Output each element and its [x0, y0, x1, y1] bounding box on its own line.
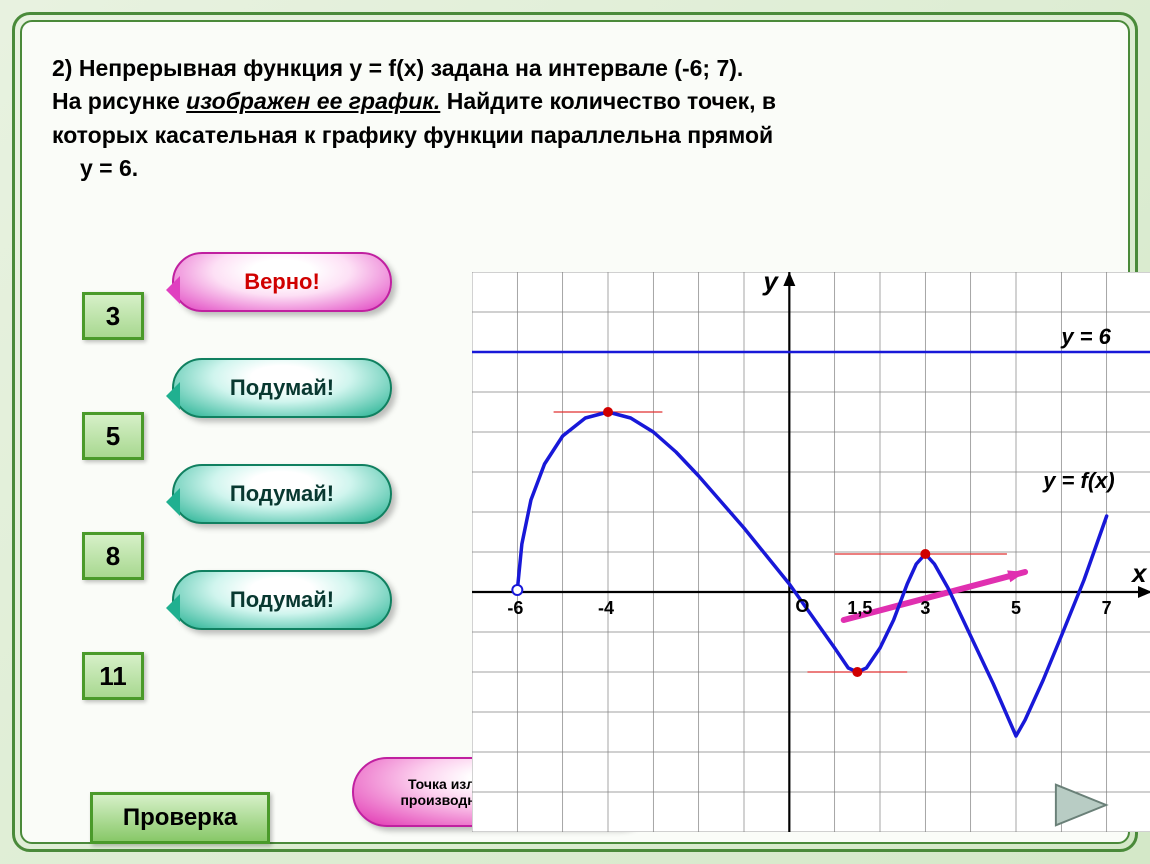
next-slide-button[interactable]	[1052, 780, 1110, 830]
svg-text:1,5: 1,5	[847, 598, 872, 618]
problem-statement: 2) Непрерывная функция у = f(x) задана н…	[52, 52, 1098, 185]
function-chart: y = 6 y = f(x) у х О -6 -4 1,5 3 5 7	[472, 272, 1150, 832]
problem-line2-under: изображен ее график.	[186, 88, 440, 114]
answer-option-11[interactable]: 11	[82, 652, 144, 700]
svg-text:5: 5	[1011, 598, 1021, 618]
answer-option-8[interactable]: 8	[82, 532, 144, 580]
feedback-bubbles: Верно! Подумай! Подумай! Подумай!	[172, 252, 392, 630]
answer-buttons: 3 5 8 11	[82, 292, 144, 700]
feedback-correct: Верно!	[172, 252, 392, 312]
svg-text:у: у	[761, 272, 779, 296]
svg-text:y = f(x): y = f(x)	[1042, 468, 1115, 493]
feedback-text: Верно!	[244, 269, 320, 295]
svg-text:-6: -6	[507, 598, 523, 618]
inner-frame: 2) Непрерывная функция у = f(x) задана н…	[20, 20, 1130, 844]
svg-text:-4: -4	[598, 598, 614, 618]
svg-text:3: 3	[920, 598, 930, 618]
problem-line4: у = 6.	[80, 155, 138, 181]
answer-label: 5	[106, 421, 120, 452]
feedback-wrong-2: Подумай!	[172, 464, 392, 524]
answer-label: 3	[106, 301, 120, 332]
problem-line2a: На рисунке	[52, 88, 186, 114]
svg-text:О: О	[795, 596, 809, 616]
answer-option-5[interactable]: 5	[82, 412, 144, 460]
feedback-wrong-1: Подумай!	[172, 358, 392, 418]
feedback-text: Подумай!	[230, 587, 334, 613]
problem-line2b: Найдите количество точек, в	[440, 88, 776, 114]
answer-option-3[interactable]: 3	[82, 292, 144, 340]
svg-text:7: 7	[1102, 598, 1112, 618]
svg-text:х: х	[1130, 558, 1148, 588]
feedback-text: Подумай!	[230, 375, 334, 401]
answer-label: 8	[106, 541, 120, 572]
problem-line3: которых касательная к графику функции па…	[52, 122, 773, 148]
problem-line1: 2) Непрерывная функция у = f(x) задана н…	[52, 55, 743, 81]
svg-text:y = 6: y = 6	[1060, 324, 1111, 349]
feedback-wrong-3: Подумай!	[172, 570, 392, 630]
feedback-text: Подумай!	[230, 481, 334, 507]
check-button[interactable]: Проверка	[90, 792, 270, 844]
check-label: Проверка	[123, 804, 237, 832]
answer-label: 11	[99, 661, 127, 692]
